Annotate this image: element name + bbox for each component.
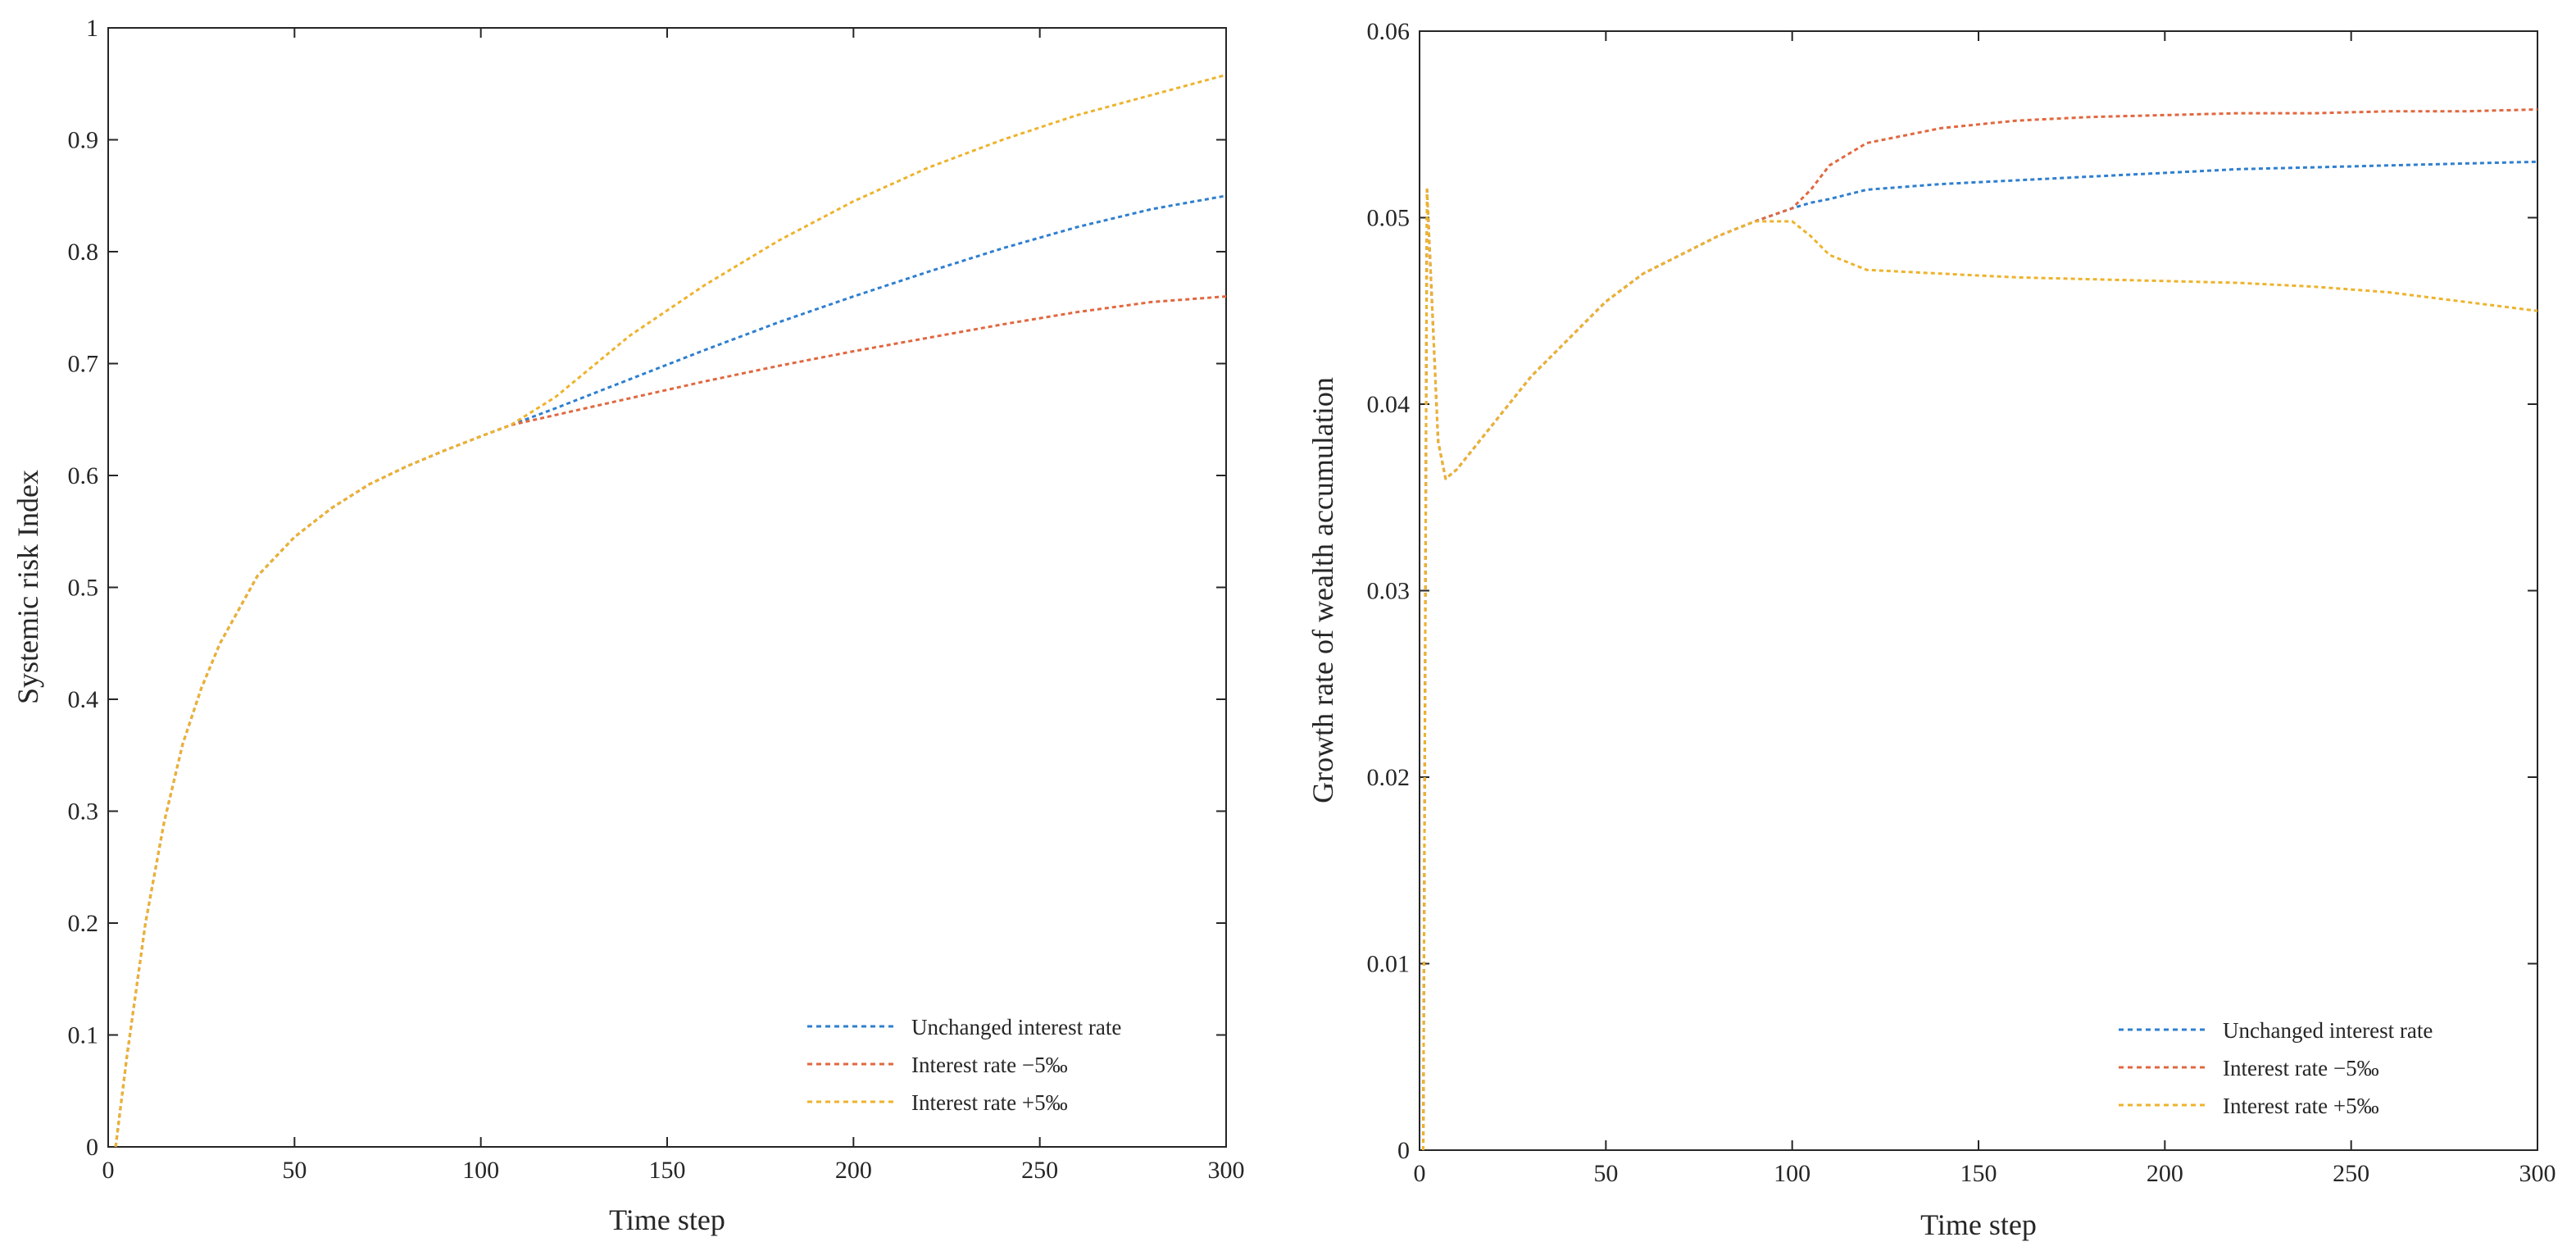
y-tick-label: 0.05 xyxy=(1367,205,1411,232)
y-tick-label: 0.6 xyxy=(68,462,99,489)
y-tick-label: 0.8 xyxy=(68,239,99,266)
x-tick-label: 100 xyxy=(462,1157,499,1184)
x-tick-label: 0 xyxy=(1414,1160,1426,1187)
x-tick-label: 200 xyxy=(835,1157,872,1184)
legend-item-plus: Interest rate +5‰ xyxy=(2119,1094,2379,1118)
y-tick-label: 0.02 xyxy=(1367,764,1411,791)
y-tick-label: 0 xyxy=(86,1134,98,1161)
series-line-interest-rate-5 xyxy=(114,73,1227,1148)
y-tick-label: 0.01 xyxy=(1367,951,1411,978)
series-lines xyxy=(114,73,1227,1148)
y-tick-label: 1 xyxy=(86,15,98,42)
legend-item-minus: Interest rate −5‰ xyxy=(2119,1056,2379,1080)
x-tick-label: 250 xyxy=(1021,1157,1058,1184)
legend-label-unchanged: Unchanged interest rate xyxy=(911,1015,1121,1039)
x-axis-label: Time step xyxy=(1920,1208,2037,1241)
x-tick-label: 150 xyxy=(1960,1160,1997,1187)
x-tick-label: 300 xyxy=(1208,1157,1245,1184)
x-tick-label: 50 xyxy=(1593,1160,1618,1187)
legend-label-minus: Interest rate −5‰ xyxy=(911,1053,1068,1077)
series-line-interest-rate-5 xyxy=(1422,188,2538,1151)
y-tick-label: 0.3 xyxy=(68,798,99,826)
y-tick-label: 0.03 xyxy=(1367,578,1411,605)
y-tick-label: 0.9 xyxy=(68,127,99,154)
x-tick-label: 200 xyxy=(2147,1160,2183,1187)
series-lines xyxy=(1422,108,2538,1151)
x-tick-label: 50 xyxy=(282,1157,307,1184)
y-tick-label: 0.4 xyxy=(68,686,99,713)
x-tick-label: 100 xyxy=(1774,1160,1810,1187)
y-tick-label: 0.06 xyxy=(1367,18,1411,45)
legend-label-unchanged: Unchanged interest rate xyxy=(2223,1018,2433,1043)
x-tick-label: 300 xyxy=(2519,1160,2556,1187)
legend-item-plus: Interest rate +5‰ xyxy=(807,1090,1068,1115)
y-tick-label: 0 xyxy=(1397,1137,1410,1164)
y-axis-label: Growth rate of wealth accumulation xyxy=(1306,377,1339,803)
chart-systemic-risk: 0 50 100 150 200 250 300 0 0.1 0.2 0.3 0.4 0.5 0.6 0.7… xyxy=(11,15,1245,1236)
legend-item-minus: Interest rate −5‰ xyxy=(807,1053,1068,1077)
y-tick-label: 0.5 xyxy=(68,575,99,602)
legend: Unchanged interest rate Interest rate −5… xyxy=(807,1015,1121,1115)
legend-item-unchanged: Unchanged interest rate xyxy=(807,1015,1121,1039)
legend-item-unchanged: Unchanged interest rate xyxy=(2119,1018,2433,1043)
x-tick-label: 250 xyxy=(2333,1160,2369,1187)
axis-ticks: 0 50 100 150 200 250 300 0 0.1 0.2 0.3 0.4 0.5 0.6 0.7… xyxy=(68,15,1245,1184)
plot-area-frame xyxy=(107,27,1227,1148)
y-tick-label: 0.7 xyxy=(68,351,99,378)
legend: Unchanged interest rate Interest rate −5… xyxy=(2119,1018,2433,1118)
chart-wealth-growth: 0 50 100 150 200 250 300 0 0.01 0.02 0.03 0.04 0.05 0… xyxy=(1306,18,2556,1241)
y-tick-label: 0.04 xyxy=(1367,391,1411,418)
legend-label-minus: Interest rate −5‰ xyxy=(2223,1056,2379,1080)
y-axis-label: Systemic risk Index xyxy=(11,470,44,704)
x-tick-label: 0 xyxy=(102,1157,115,1184)
legend-label-plus: Interest rate +5‰ xyxy=(911,1090,1068,1115)
x-axis-label: Time step xyxy=(609,1203,725,1236)
legend-label-plus: Interest rate +5‰ xyxy=(2223,1094,2379,1118)
axis-ticks: 0 50 100 150 200 250 300 0 0.01 0.02 0.03 0.04 0.05 0… xyxy=(1367,18,2556,1187)
series-line-interest-rate-5 xyxy=(1422,108,2538,1151)
y-tick-label: 0.1 xyxy=(68,1022,99,1049)
plot-area-frame xyxy=(1419,30,2538,1151)
y-tick-label: 0.2 xyxy=(68,910,99,937)
x-tick-label: 150 xyxy=(649,1157,686,1184)
